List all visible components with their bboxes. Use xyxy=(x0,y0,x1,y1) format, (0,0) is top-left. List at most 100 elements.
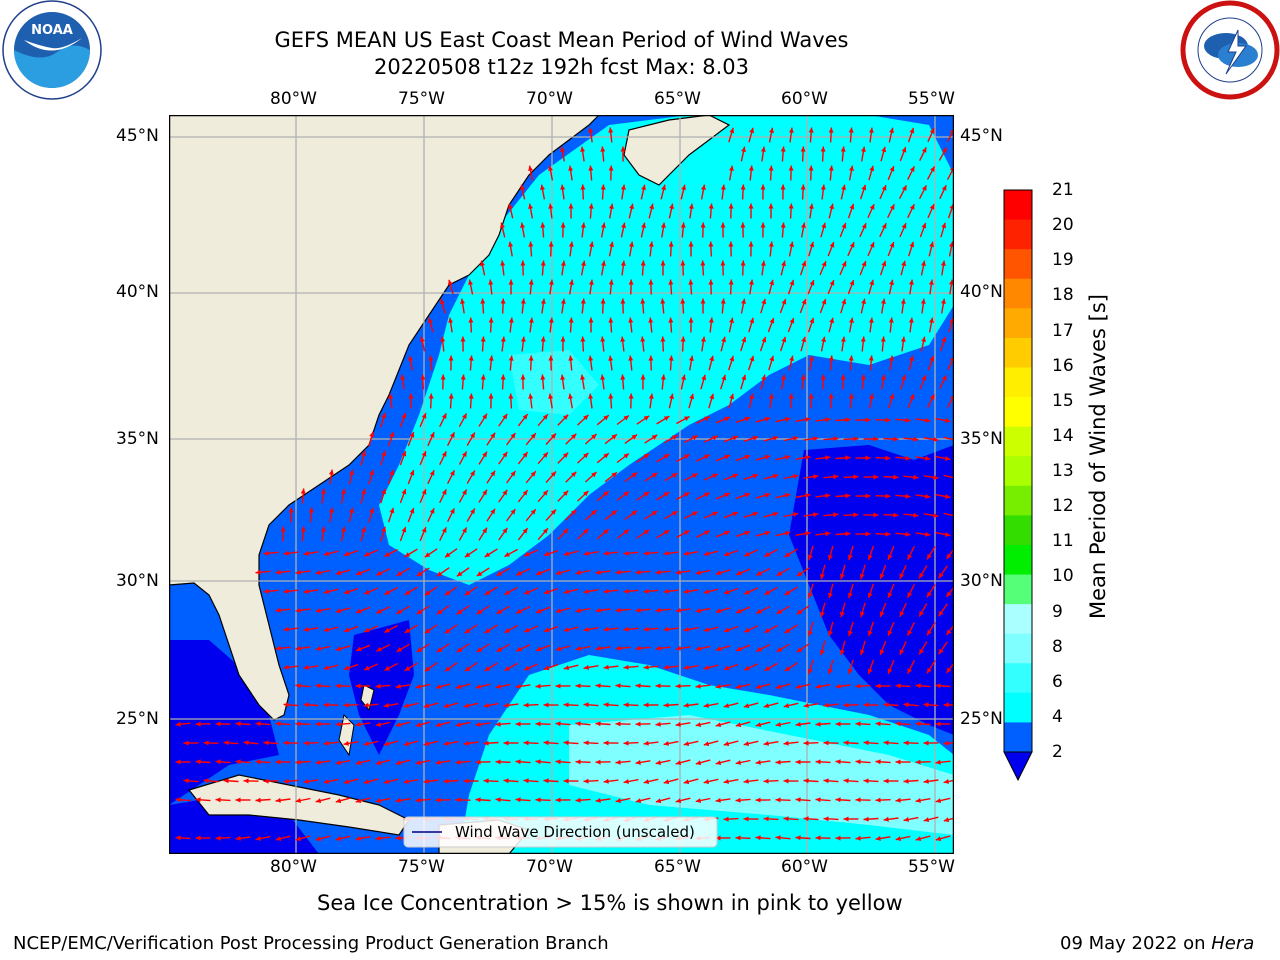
wave-direction-arrowhead xyxy=(755,722,762,727)
wave-direction-arrowhead xyxy=(448,317,454,323)
wave-direction-arrowhead xyxy=(796,609,803,615)
wave-direction-arrowhead xyxy=(865,493,871,499)
wave-direction-arrowhead xyxy=(456,609,463,615)
wave-direction-arrowhead xyxy=(755,797,761,803)
wave-direction-arrowhead xyxy=(840,146,846,152)
wave-direction-arrowhead xyxy=(623,529,629,535)
wave-direction-arrowhead xyxy=(929,241,934,248)
wave-direction-arrowhead xyxy=(568,241,574,247)
wave-direction-arrowhead xyxy=(389,469,395,476)
wave-direction-arrowhead xyxy=(760,184,766,190)
wave-direction-arrowhead xyxy=(923,817,930,822)
wave-direction-arrowhead xyxy=(905,531,911,537)
wave-direction-arrowhead xyxy=(363,741,370,746)
wave-direction-arrowhead xyxy=(775,759,781,765)
wave-direction-arrowhead xyxy=(615,569,621,575)
wave-direction-arrowhead xyxy=(488,279,494,285)
colorbar-tick-label: 8 xyxy=(1052,636,1063,657)
wave-direction-arrowhead xyxy=(315,798,322,803)
wave-direction-arrowhead xyxy=(635,683,641,689)
wave-direction-arrowhead xyxy=(861,223,867,229)
wave-direction-arrowhead xyxy=(528,355,534,361)
wave-direction-arrowhead xyxy=(849,165,854,171)
wave-direction-arrowhead xyxy=(655,798,662,804)
colorbar-segment xyxy=(1004,456,1032,487)
wave-direction-arrowhead xyxy=(752,511,759,517)
wave-direction-arrowhead xyxy=(444,628,451,634)
wave-direction-arrowhead xyxy=(628,317,634,323)
wave-direction-arrowhead xyxy=(775,722,781,727)
wave-direction-arrowhead xyxy=(729,317,734,324)
wave-direction-arrowhead xyxy=(280,526,286,532)
wave-direction-arrowhead xyxy=(776,647,783,652)
wave-direction-arrowhead xyxy=(455,684,462,690)
wave-direction-arrowhead xyxy=(235,721,241,727)
wave-direction-arrowhead xyxy=(881,260,887,267)
wave-direction-arrowhead xyxy=(608,317,614,323)
wave-direction-arrowhead xyxy=(723,703,730,708)
wave-direction-arrowhead xyxy=(589,241,594,247)
wave-direction-arrowhead xyxy=(476,609,483,615)
wave-direction-arrowhead xyxy=(384,666,390,671)
wave-direction-arrowhead xyxy=(763,703,770,708)
wave-direction-arrowhead xyxy=(781,336,787,343)
wave-direction-arrowhead xyxy=(263,588,269,594)
wave-direction-arrowhead xyxy=(827,554,833,561)
wave-direction-arrowhead xyxy=(867,592,873,599)
wave-direction-arrowhead xyxy=(704,454,710,460)
wave-direction-arrowhead xyxy=(600,374,606,380)
wave-direction-arrowhead xyxy=(183,778,189,784)
wave-direction-arrowhead xyxy=(401,527,407,533)
wave-direction-arrowhead xyxy=(945,494,951,499)
wave-direction-arrowhead xyxy=(175,835,181,841)
wave-direction-arrowhead xyxy=(520,260,526,266)
wave-direction-arrowhead xyxy=(468,393,474,399)
wave-direction-arrowhead xyxy=(853,436,859,442)
wave-direction-arrowhead xyxy=(275,721,281,727)
wave-direction-arrowhead xyxy=(415,797,421,803)
wave-direction-arrowhead xyxy=(887,554,893,560)
wave-direction-arrowhead xyxy=(621,222,626,229)
wave-direction-arrowhead xyxy=(384,590,390,595)
wave-direction-arrowhead xyxy=(848,355,854,361)
wave-direction-arrowhead xyxy=(841,298,847,305)
wave-direction-arrowhead xyxy=(781,260,786,267)
wave-direction-arrowhead xyxy=(935,798,942,803)
wave-direction-arrowhead xyxy=(889,204,895,210)
wave-direction-arrowhead xyxy=(504,552,510,557)
wave-direction-arrowhead xyxy=(395,797,401,803)
wave-direction-arrowhead xyxy=(723,741,730,747)
wave-direction-arrowhead xyxy=(949,241,954,247)
wave-direction-arrowhead xyxy=(542,414,548,420)
wave-direction-arrowhead xyxy=(800,374,806,380)
wave-direction-arrowhead xyxy=(655,683,661,689)
colorbar-segment xyxy=(1004,367,1032,398)
wave-direction-arrowhead xyxy=(700,222,706,228)
wave-direction-arrowhead xyxy=(723,816,729,822)
wave-direction-arrowhead xyxy=(781,374,786,380)
wave-direction-arrowhead xyxy=(595,645,601,651)
wave-direction-arrowhead xyxy=(801,299,807,305)
wave-direction-arrowhead xyxy=(715,684,721,689)
wave-direction-arrowhead xyxy=(623,626,629,632)
wave-direction-arrowhead xyxy=(847,554,853,561)
wave-direction-arrowhead xyxy=(611,434,617,440)
wave-direction-arrowhead xyxy=(865,417,871,423)
colorbar-tick-label: 20 xyxy=(1052,215,1074,236)
wave-direction-arrowhead xyxy=(263,778,269,784)
wave-direction-arrowhead xyxy=(440,298,445,305)
wave-direction-arrowhead xyxy=(540,374,546,380)
wave-direction-arrowhead xyxy=(663,492,670,497)
wave-direction-arrowhead xyxy=(703,703,709,708)
wave-direction-arrowhead xyxy=(655,760,662,765)
wave-direction-arrowhead xyxy=(403,741,410,747)
wave-direction-arrowhead xyxy=(409,508,415,514)
wave-direction-arrowhead xyxy=(923,702,929,708)
wave-direction-arrowhead xyxy=(615,798,622,803)
wave-direction-arrowhead xyxy=(945,532,951,537)
wave-direction-arrowhead xyxy=(483,778,489,784)
wave-direction-arrowhead xyxy=(869,279,875,286)
wave-direction-arrowhead xyxy=(591,510,597,516)
wave-direction-arrowhead xyxy=(913,512,919,518)
wave-direction-arrowhead xyxy=(845,417,851,423)
